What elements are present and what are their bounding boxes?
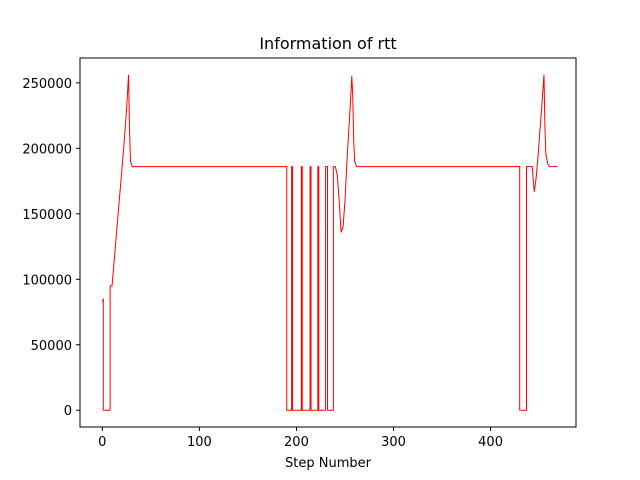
x-tick-label: 300 bbox=[381, 435, 406, 450]
x-tick-label: 100 bbox=[187, 435, 212, 450]
y-tick-label: 0 bbox=[64, 404, 72, 419]
series-line-0 bbox=[101, 74, 558, 411]
x-axis-label: Step Number bbox=[285, 456, 372, 471]
y-tick-label: 50000 bbox=[31, 339, 72, 354]
axis-ticks: 0 100 200 300 400 0 50000 100000 150000 200000 250… bbox=[22, 77, 503, 450]
x-tick-label: 200 bbox=[284, 435, 309, 450]
axes-frame bbox=[79, 57, 577, 428]
plot-area bbox=[101, 74, 558, 411]
y-tick-label: 100000 bbox=[22, 273, 72, 288]
chart-title: Information of rtt bbox=[259, 34, 396, 53]
y-tick-label: 200000 bbox=[22, 142, 72, 157]
y-tick-label: 250000 bbox=[22, 77, 72, 92]
y-tick-label: 150000 bbox=[22, 208, 72, 223]
x-tick-label: 0 bbox=[98, 435, 106, 450]
x-tick-label: 400 bbox=[478, 435, 503, 450]
